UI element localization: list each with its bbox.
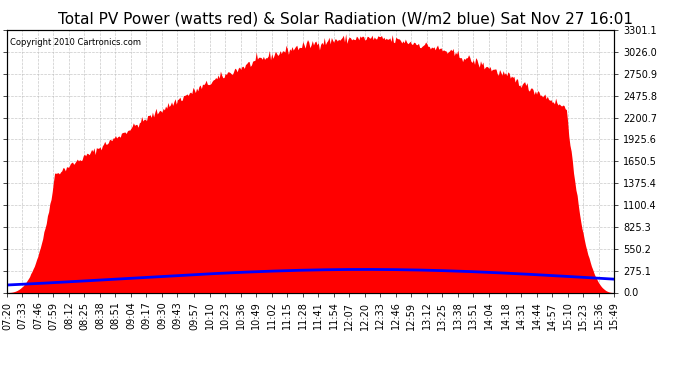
Text: Copyright 2010 Cartronics.com: Copyright 2010 Cartronics.com [10, 38, 141, 47]
Text: Total PV Power (watts red) & Solar Radiation (W/m2 blue) Sat Nov 27 16:01: Total PV Power (watts red) & Solar Radia… [57, 11, 633, 26]
